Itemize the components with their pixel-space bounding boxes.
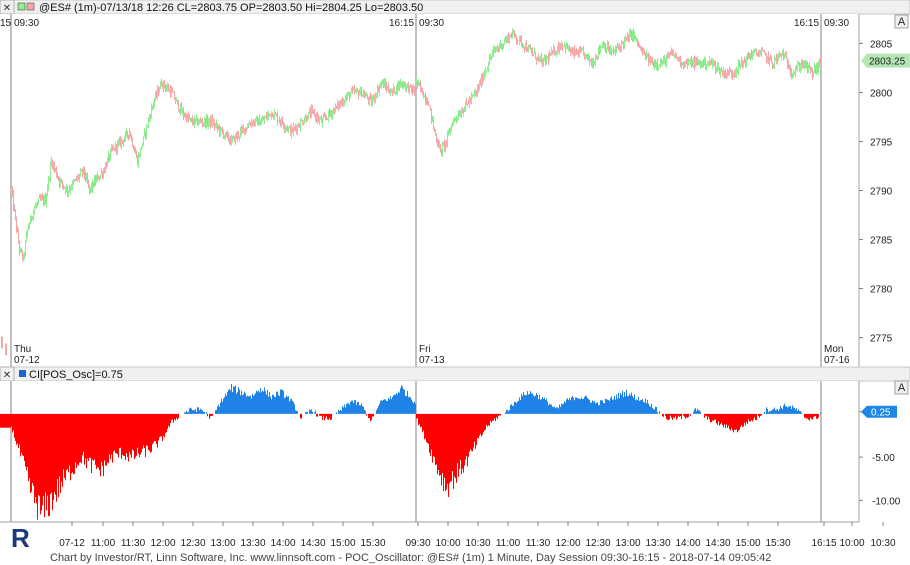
last-price-badge	[861, 53, 910, 68]
time-tick-label: 14:00	[270, 538, 295, 549]
session-date-label: 07-13	[419, 355, 445, 366]
osc-tick-label: -5.00	[872, 453, 895, 464]
time-tick-label: 15:30	[765, 538, 790, 549]
oscillator-chart: -10.00 -5.00 0.25	[0, 381, 901, 522]
time-tick-label: 12:30	[585, 538, 610, 549]
time-tick-label: 11:30	[121, 538, 146, 549]
price-pane-close-button[interactable]: ✕	[0, 0, 15, 15]
price-tick-label: 2785	[870, 236, 893, 247]
price-scale-toggle-button[interactable]: A	[894, 14, 909, 29]
osc-last-value: 0.25	[871, 408, 891, 419]
session-open-label: 09:30	[14, 18, 39, 29]
price-pane-title: @ES# (1m)-07/13/18 12:26 CL=2803.75 OP=2…	[39, 2, 423, 14]
close-icon: ✕	[3, 370, 11, 381]
left-edge-label: 15	[0, 18, 12, 29]
price-tick-label: 2790	[870, 187, 893, 198]
time-tick-label: 15:00	[330, 538, 355, 549]
oscillator-legend-swatch	[19, 370, 26, 377]
oscillator-pane-close-button[interactable]: ✕	[0, 366, 15, 382]
price-tick-label: 2805	[870, 39, 893, 50]
time-tick-label: 10:30	[870, 538, 895, 549]
scale-button-label: A	[898, 382, 906, 394]
time-tick-label: 13:30	[240, 538, 265, 549]
time-tick-label: 11:00	[496, 538, 521, 549]
last-price-value: 2803.25	[869, 57, 906, 68]
svg-text:R: R	[11, 523, 30, 553]
time-tick-label: 12:00	[150, 538, 175, 549]
session-open-label: 09:30	[419, 18, 444, 29]
close-icon: ✕	[3, 3, 11, 14]
price-legend-swatches	[17, 2, 35, 11]
time-tick-label: 09:30	[405, 538, 430, 549]
time-tick-label: 12:00	[555, 538, 580, 549]
oscillator-scale-toggle-button[interactable]: A	[894, 380, 909, 395]
time-tick-label: 16:15	[811, 538, 836, 549]
session-open-label: 09:30	[824, 18, 849, 29]
time-tick-label: 10:30	[465, 538, 490, 549]
session-close-label: 16:15	[794, 18, 819, 29]
osc-last-value-badge	[861, 405, 897, 418]
scale-button-label: A	[898, 16, 906, 28]
osc-pre-session-bar	[0, 413, 11, 428]
time-tick-label: 14:30	[705, 538, 730, 549]
session-day-label: Fri	[419, 344, 431, 355]
session-close-label: 16:15	[389, 18, 414, 29]
price-tick-label: 2795	[870, 137, 893, 148]
time-tick-label: 12:30	[180, 538, 205, 549]
osc-tick-label: -10.00	[872, 496, 901, 507]
session-day-label: Mon	[824, 344, 843, 355]
time-tick-label: 15:00	[735, 538, 760, 549]
time-tick-label: 11:30	[526, 538, 551, 549]
price-tick-label: 2800	[870, 88, 893, 99]
footer-credit: Chart by Investor/RT, Linn Software, Inc…	[50, 552, 771, 564]
oscillator-pane-title: CI[POS_Osc]=0.75	[29, 369, 123, 381]
price-tick-label: 2775	[870, 334, 893, 345]
time-axis: 07-12 11:00 11:30 12:00 12:30 13:00 13:30 14:00…	[59, 522, 896, 549]
time-tick-label: 13:00	[615, 538, 640, 549]
time-tick-label: 15:30	[360, 538, 385, 549]
session-date-label: 07-12	[14, 355, 40, 366]
time-tick-label: 10:00	[839, 538, 864, 549]
time-tick-label: 14:00	[675, 538, 700, 549]
time-tick-label: 11:00	[91, 538, 116, 549]
session-day-label: Thu	[14, 344, 31, 355]
time-tick-label: 13:00	[210, 538, 235, 549]
time-tick-label: 13:30	[645, 538, 670, 549]
time-tick-label: 07-12	[59, 538, 85, 549]
time-tick-label: 10:00	[435, 538, 460, 549]
price-tick-label: 2780	[870, 285, 893, 296]
session-date-label: 07-16	[824, 355, 850, 366]
investor-rt-logo: R	[11, 523, 30, 553]
time-tick-label: 14:30	[300, 538, 325, 549]
